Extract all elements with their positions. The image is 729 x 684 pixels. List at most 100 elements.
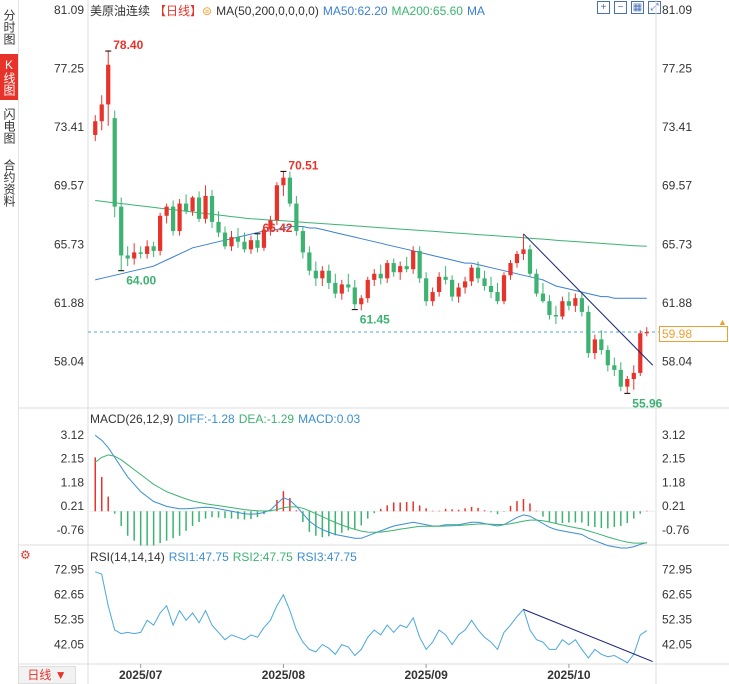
settings-icon[interactable]: ⊜ bbox=[202, 4, 213, 18]
candle-body bbox=[170, 206, 176, 232]
macd-axis-tick-left: 1.18 bbox=[61, 475, 85, 489]
zoom-out-icon[interactable]: − bbox=[614, 1, 627, 14]
tab-flash[interactable]: 闪电图 bbox=[2, 108, 16, 144]
candle-body bbox=[125, 255, 130, 259]
rsi-axis-tick-left: 62.65 bbox=[54, 587, 84, 601]
rsi-line bbox=[95, 571, 648, 664]
rsi-axis-tick-right: 72.95 bbox=[662, 562, 692, 576]
rsi-trend-line bbox=[523, 608, 653, 663]
candle-body bbox=[229, 237, 234, 247]
rsi-axis-tick-right: 52.35 bbox=[662, 612, 692, 626]
macd-dea-line bbox=[94, 454, 647, 544]
candle-body bbox=[365, 279, 370, 299]
candle-body bbox=[261, 229, 267, 248]
candle-body bbox=[443, 276, 448, 280]
left-sidebar: 分时图 K线图 闪电图 合约资料 bbox=[0, 0, 19, 684]
price-axis-tick-left: 81.09 bbox=[54, 3, 84, 17]
rsi-axis-tick-left: 52.35 bbox=[54, 612, 84, 626]
macd-dea: DEA:-1.29 bbox=[238, 412, 295, 426]
candle-body bbox=[372, 273, 377, 280]
indicator-settings-icon[interactable]: ⚙ bbox=[20, 548, 31, 562]
price-axis-tick-left: 73.41 bbox=[54, 120, 84, 134]
candle-body bbox=[313, 270, 318, 279]
price-axis-tick-right: 58.04 bbox=[662, 355, 692, 369]
candle-body bbox=[495, 292, 500, 302]
tab-contract-info[interactable]: 合约资料 bbox=[2, 159, 16, 207]
candle-body bbox=[573, 298, 578, 306]
ma200-line bbox=[95, 200, 647, 247]
candle-body bbox=[339, 284, 344, 294]
candle-body bbox=[119, 206, 124, 256]
candle-body bbox=[203, 195, 208, 219]
price-legend: 美原油连续 【日线】⊜ MA(50,200,0,0,0,0) MA50:62.20 MA… bbox=[90, 2, 489, 19]
period-tag[interactable]: 【日线】 bbox=[154, 4, 203, 18]
extreme-label: 78.40 bbox=[113, 38, 143, 52]
extreme-label: 55.96 bbox=[632, 396, 662, 410]
candle-body bbox=[456, 287, 461, 297]
candle-body bbox=[333, 282, 338, 294]
period-selector-button[interactable]: 日线 ▼ bbox=[18, 666, 76, 684]
candle-body bbox=[378, 273, 383, 279]
rsi3-value: RSI3:47.75 bbox=[296, 550, 357, 564]
candle-body bbox=[145, 246, 150, 254]
candle-body bbox=[385, 263, 390, 279]
candle-body bbox=[158, 215, 163, 251]
price-axis-tick-right: 81.09 bbox=[662, 3, 692, 17]
price-axis-tick-right: 61.88 bbox=[662, 296, 692, 310]
candle-body bbox=[164, 206, 169, 216]
trend-line bbox=[523, 233, 654, 366]
candle-body bbox=[177, 203, 182, 232]
candle-body bbox=[352, 287, 357, 305]
rsi-legend: RSI(14,14,14) RSI1:47.75 RSI2:47.75 RSI3:47… bbox=[90, 550, 361, 564]
time-axis-label: 2025/09 bbox=[404, 668, 448, 682]
candle-body bbox=[501, 275, 507, 302]
candle-body bbox=[106, 64, 111, 105]
ma-params: MA(50,200,0,0,0,0) bbox=[216, 4, 319, 18]
candle-body bbox=[462, 281, 468, 288]
price-axis-tick-right: 69.57 bbox=[662, 179, 692, 193]
rsi-axis-tick-left: 42.05 bbox=[54, 637, 84, 651]
rsi2-value: RSI2:47.75 bbox=[232, 550, 293, 564]
candle-body bbox=[255, 240, 260, 248]
time-axis-label: 2025/10 bbox=[547, 668, 591, 682]
extreme-label: 66.42 bbox=[262, 221, 292, 235]
candle-body bbox=[488, 285, 494, 293]
candle-body bbox=[359, 298, 364, 305]
candle-body bbox=[521, 249, 526, 254]
candle-body bbox=[326, 270, 331, 283]
extreme-label: 64.00 bbox=[126, 274, 156, 288]
chart-style-icon[interactable]: ▦ bbox=[631, 1, 644, 14]
period-selector-label: 日线 bbox=[27, 668, 52, 682]
candle-body bbox=[320, 270, 325, 279]
tab-kline[interactable]: K线图 bbox=[0, 54, 18, 100]
candle-body bbox=[599, 339, 604, 351]
candle-body bbox=[618, 369, 623, 387]
candle-body bbox=[209, 195, 215, 222]
triangle-down-icon: ▼ bbox=[54, 668, 67, 682]
candle-body bbox=[605, 350, 610, 366]
last-price-label: 59.98 bbox=[659, 326, 728, 342]
ma200-value: MA200:65.60 bbox=[391, 4, 463, 18]
rsi1-value: RSI1:47.75 bbox=[168, 550, 229, 564]
candle-body bbox=[508, 263, 513, 276]
macd-axis-tick-left: 3.12 bbox=[61, 428, 85, 442]
macd-title: MACD(26,12,9) bbox=[90, 412, 174, 426]
candle-body bbox=[592, 339, 597, 354]
fullscreen-icon[interactable]: ⤢ bbox=[648, 1, 661, 14]
candle-body bbox=[644, 332, 649, 334]
macd-axis-tick-left: 0.21 bbox=[61, 499, 85, 513]
candle-body bbox=[424, 278, 429, 302]
tab-timeshare[interactable]: 分时图 bbox=[2, 9, 16, 45]
candle-body bbox=[268, 220, 273, 230]
candle-body bbox=[222, 232, 228, 247]
candle-body bbox=[151, 246, 156, 251]
candle-body bbox=[235, 237, 241, 242]
candle-body bbox=[417, 250, 422, 279]
candle-body bbox=[281, 177, 286, 186]
zoom-in-icon[interactable]: + bbox=[597, 1, 610, 14]
ma50-line bbox=[95, 226, 647, 299]
candle-body bbox=[625, 379, 630, 387]
price-axis-tick-right: 77.25 bbox=[662, 62, 692, 76]
ma50-value: MA50:62.20 bbox=[322, 4, 388, 18]
